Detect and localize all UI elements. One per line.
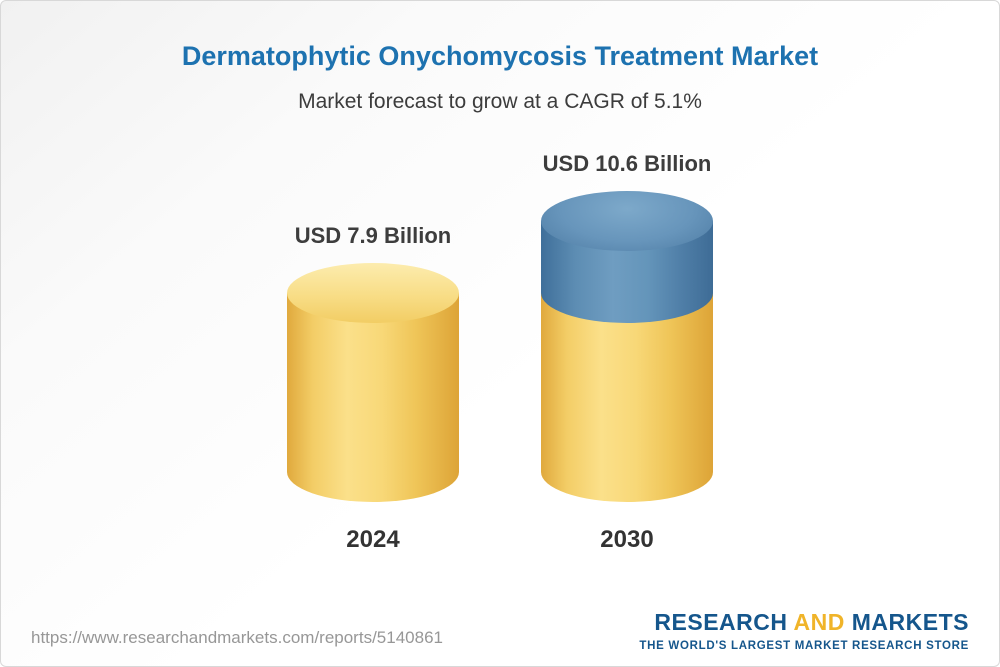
footer-url-link[interactable]: https://www.researchandmarkets.com/repor… (31, 628, 443, 647)
value-label-2024: USD 7.9 Billion (294, 222, 452, 248)
cylinder-base-segment (541, 292, 713, 502)
logo-tagline: THE WORLD'S LARGEST MARKET RESEARCH STOR… (639, 640, 969, 652)
year-label-2024: 2024 (346, 526, 400, 553)
chart-subtitle: Market forecast to grow at a CAGR of 5.1… (298, 90, 702, 113)
cylinder-base-segment (287, 292, 459, 502)
logo-word-and: AND (793, 609, 845, 635)
bar-group-2030: USD 10.6 Billion 2030 (541, 151, 713, 554)
bar-group-2024: USD 7.9 Billion 2024 (287, 223, 459, 554)
chart-header: Dermatophytic Onychomycosis Treatment Ma… (1, 41, 999, 114)
logo-research-and-markets: RESEARCH AND MARKETS THE WORLD'S LARGEST… (639, 609, 969, 652)
logo-word-markets: MARKETS (851, 609, 969, 635)
cylinder-top-cap (541, 191, 713, 252)
cylinder-2030 (541, 191, 713, 502)
logo-word-research: RESEARCH (654, 609, 788, 635)
logo-wordmark: RESEARCH AND MARKETS (639, 609, 969, 636)
year-label-2030: 2030 (600, 526, 654, 553)
value-label-2030: USD 10.6 Billion (542, 151, 712, 177)
bar-chart: USD 7.9 Billion 2024 USD 10.6 Billion 20… (1, 151, 999, 554)
chart-title: Dermatophytic Onychomycosis Treatment Ma… (181, 41, 819, 71)
cylinder-2024 (287, 262, 459, 502)
cylinder-top-cap (287, 262, 459, 323)
